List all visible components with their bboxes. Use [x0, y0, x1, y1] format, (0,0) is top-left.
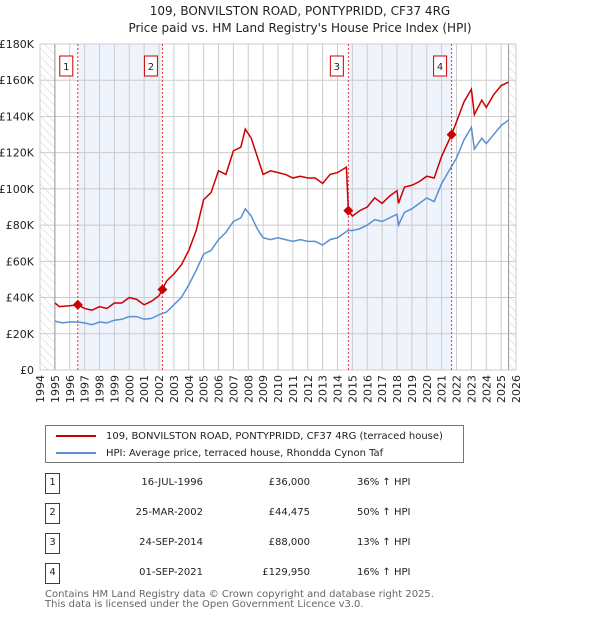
- legend-item-hpi: HPI: Average price, terraced house, Rhon…: [56, 445, 383, 461]
- x-tick-label: 2021: [436, 375, 449, 403]
- x-tick-label: 2024: [480, 375, 493, 403]
- sale-price: £88,000: [268, 537, 310, 548]
- x-tick-label: 2020: [421, 375, 434, 403]
- hatched-region: [40, 44, 55, 370]
- shaded-period: [77, 44, 163, 370]
- sale-hpi-change: 13% ↑ HPI: [357, 537, 411, 548]
- footer: Contains HM Land Registry data © Crown c…: [45, 590, 434, 610]
- y-tick-label: £180K: [0, 38, 35, 51]
- x-tick-label: 1999: [108, 375, 121, 403]
- legend-label: 109, BONVILSTON ROAD, PONTYPRIDD, CF37 4…: [106, 430, 443, 442]
- y-tick-label: £160K: [0, 74, 35, 87]
- sale-label-number: 2: [148, 62, 154, 73]
- x-tick-label: 2014: [332, 375, 345, 403]
- sale-point: [343, 205, 354, 216]
- sale-date: 01-SEP-2021: [139, 567, 203, 578]
- plot-frame: [39, 43, 517, 371]
- x-tick-label: 1994: [34, 375, 47, 403]
- price-chart: 1994 1995 1996 1997 1998 1999 2000 2001 2002 2003…: [0, 38, 523, 403]
- x-tick-label: 2001: [138, 375, 151, 403]
- x-tick-label: 2018: [391, 375, 404, 403]
- y-tick-label: £120K: [0, 147, 35, 160]
- hpi-series-line: [54, 119, 510, 326]
- x-tick-label: 2023: [465, 375, 478, 403]
- y-tick-label: £60K: [6, 255, 35, 268]
- y-tick-label: £100K: [0, 183, 35, 196]
- sale-number: 2: [45, 503, 60, 524]
- x-tick-label: 2003: [168, 375, 181, 403]
- sale-date: 24-SEP-2014: [139, 537, 203, 548]
- sale-label-box: [433, 55, 448, 77]
- sale-point: [72, 299, 83, 310]
- x-tick-label: 2008: [242, 375, 255, 403]
- x-tick-label: 2025: [495, 375, 508, 403]
- sale-label-box: [59, 55, 74, 77]
- y-tick-label: £80K: [6, 219, 35, 232]
- x-tick-label: 2005: [198, 375, 211, 403]
- legend: 109, BONVILSTON ROAD, PONTYPRIDD, CF37 4…: [45, 425, 464, 463]
- x-tick-label: 2016: [361, 375, 374, 403]
- x-tick-label: 2013: [317, 375, 330, 403]
- sale-price: £44,475: [268, 507, 310, 518]
- chart-title: 109, BONVILSTON ROAD, PONTYPRIDD, CF37 4…: [0, 3, 600, 37]
- legend-label: HPI: Average price, terraced house, Rhon…: [106, 447, 384, 459]
- sale-row: 4 01-SEP-2021 £129,950 16% ↑ HPI: [45, 563, 465, 585]
- red-line-swatch: [56, 435, 96, 437]
- y-tick-label: £40K: [6, 292, 35, 305]
- x-tick-label: 2004: [183, 375, 196, 403]
- title-line2: Price paid vs. HM Land Registry's House …: [128, 21, 472, 35]
- x-tick-label: 2009: [257, 375, 270, 403]
- sale-row: 3 24-SEP-2014 £88,000 13% ↑ HPI: [45, 533, 465, 555]
- blue-line-swatch: [56, 452, 96, 454]
- sale-label-box: [329, 55, 344, 77]
- sale-number: 4: [45, 563, 60, 584]
- x-tick-label: 2010: [272, 375, 285, 403]
- x-tick-label: 1998: [94, 375, 107, 403]
- sale-label-number: 4: [437, 62, 443, 73]
- x-tick-label: 1995: [49, 375, 62, 403]
- x-tick-label: 2000: [123, 375, 136, 403]
- x-tick-label: 2019: [406, 375, 419, 403]
- sale-label-number: 1: [63, 62, 69, 73]
- shaded-period: [348, 44, 452, 370]
- x-tick-label: 2026: [510, 375, 523, 403]
- legend-item-property: 109, BONVILSTON ROAD, PONTYPRIDD, CF37 4…: [56, 428, 443, 444]
- sale-point: [446, 129, 457, 140]
- x-tick-label: 2012: [302, 375, 315, 403]
- sale-price: £129,950: [262, 567, 310, 578]
- y-tick-label: £0: [20, 364, 34, 377]
- sale-label-box: [143, 55, 158, 77]
- x-tick-label: 2002: [153, 375, 166, 403]
- property-series-line: [54, 81, 509, 312]
- x-tick-label: 1997: [79, 375, 92, 403]
- sale-point: [157, 284, 168, 295]
- hatched-region: [508, 44, 516, 370]
- x-tick-label: 2017: [376, 375, 389, 403]
- y-tick-label: £20K: [6, 328, 35, 341]
- sale-hpi-change: 16% ↑ HPI: [357, 567, 411, 578]
- sale-price: £36,000: [268, 477, 310, 488]
- sale-hpi-change: 50% ↑ HPI: [357, 507, 411, 518]
- x-tick-label: 2007: [227, 375, 240, 403]
- x-tick-label: 2006: [213, 375, 226, 403]
- footer-line1: Contains HM Land Registry data © Crown c…: [45, 589, 434, 600]
- y-tick-label: £140K: [0, 110, 35, 123]
- sale-row: 1 16-JUL-1996 £36,000 36% ↑ HPI: [45, 473, 465, 495]
- title-line1: 109, BONVILSTON ROAD, PONTYPRIDD, CF37 4…: [149, 4, 451, 18]
- x-tick-label: 2015: [346, 375, 359, 403]
- sale-row: 2 25-MAR-2002 £44,475 50% ↑ HPI: [45, 503, 465, 525]
- x-tick-label: 1996: [64, 375, 77, 403]
- sale-hpi-change: 36% ↑ HPI: [357, 477, 411, 488]
- sale-number: 3: [45, 533, 60, 554]
- sale-label-number: 3: [334, 62, 340, 73]
- sale-date: 16-JUL-1996: [141, 477, 203, 488]
- footer-line2: This data is licensed under the Open Gov…: [45, 599, 364, 610]
- x-tick-label: 2011: [287, 375, 300, 403]
- sale-date: 25-MAR-2002: [135, 507, 203, 518]
- x-tick-label: 2022: [451, 375, 464, 403]
- sale-number: 1: [45, 473, 60, 494]
